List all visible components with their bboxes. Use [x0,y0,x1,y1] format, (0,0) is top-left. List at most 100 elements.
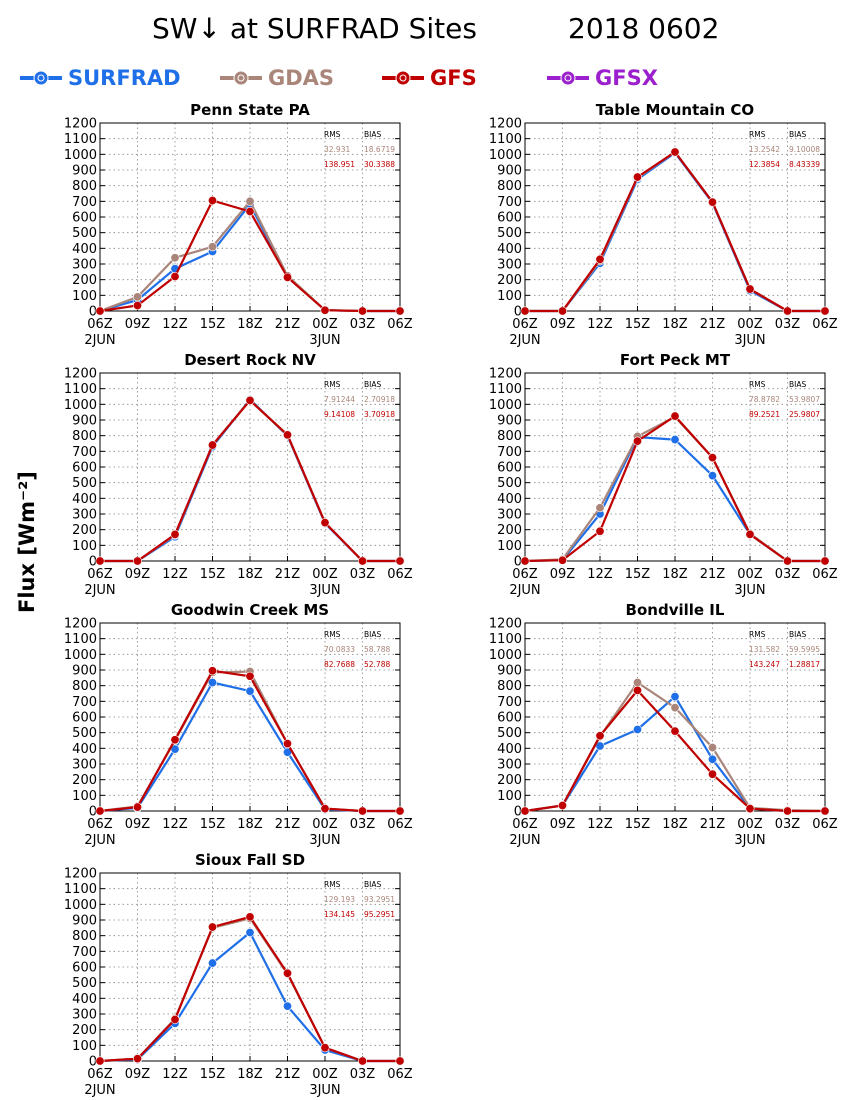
y-tick-label: 200 [72,273,97,288]
y-tick-label: 700 [497,445,522,460]
chart-title: Penn State PA [190,101,310,119]
y-tick-label: 400 [72,242,97,257]
data-point-gfs [282,430,292,440]
x-tick-label: 21Z [275,317,301,332]
data-point-gfs [820,306,830,316]
data-point-gfs [745,529,755,539]
x-tick-label: 09Z [125,817,151,832]
data-point-gfs [395,306,405,316]
y-tick-label: 400 [497,742,522,757]
data-point-gfs [282,968,292,978]
y-tick-label: 0 [514,555,522,570]
y-tick-label: 500 [497,476,522,491]
data-point-gfs [170,735,180,745]
x-tick-label: 12Z [162,317,188,332]
chart-title: Sioux Fall SD [195,851,305,869]
y-tick-label: 300 [72,1008,97,1023]
y-tick-label: 800 [497,179,522,194]
data-point-gfs [282,272,292,282]
x-tick-label: 09Z [125,567,151,582]
y-tick-label: 1200 [489,367,522,382]
x-tick-label: 06Z [512,317,538,332]
stats-gdas-rms: 13.2542 [749,145,780,154]
x-tick-label: 21Z [700,817,726,832]
stats-header-bias: BIAS [789,130,806,139]
data-point-gfs [395,806,405,816]
y-tick-label: 700 [72,945,97,960]
y-tick-label: 300 [497,758,522,773]
data-point-gfs [745,284,755,294]
stats-gdas-bias: 18.6719 [364,145,395,154]
data-point-gfs [595,254,605,264]
x-tick-label: 00Z [737,317,763,332]
legend-marker-icon [20,70,62,86]
data-point-gfs [595,526,605,536]
x-tick-label: 12Z [587,817,613,832]
data-point-surfrad [707,754,717,764]
y-tick-label: 700 [497,695,522,710]
y-tick-label: 400 [72,492,97,507]
y-tick-label: 1000 [489,148,522,163]
stats-gfs-rms: 89.2521 [749,410,780,419]
data-point-gfs [95,1056,105,1066]
y-tick-label: 0 [89,555,97,570]
chart-panel: Penn State PA 010020030040050060070080090… [64,101,413,348]
y-tick-label: 1000 [64,398,97,413]
x-tick-label: 00Z [312,1067,338,1082]
y-tick-label: 600 [497,211,522,226]
y-tick-label: 300 [497,508,522,523]
stats-header-rms: RMS [749,130,766,139]
y-tick-label: 1200 [489,617,522,632]
y-tick-label: 900 [72,164,97,179]
stats-header-rms: RMS [749,630,766,639]
stats-header-bias: BIAS [364,380,381,389]
stats-gdas-rms: 78.8782 [749,395,780,404]
stats-gdas-bias: 58.788 [364,645,390,654]
data-point-gdas [670,703,680,713]
y-tick-label: 700 [497,195,522,210]
data-point-gfs [520,306,530,316]
y-tick-label: 200 [497,273,522,288]
x-tick-label: 09Z [550,817,576,832]
data-point-gfs [320,518,330,528]
x-tick-label: 09Z [125,317,151,332]
y-tick-label: 300 [497,258,522,273]
data-point-surfrad [208,678,218,688]
data-point-gdas [632,678,642,688]
y-tick-label: 0 [89,1055,97,1070]
y-tick-label: 200 [497,523,522,538]
x-tick-label: 21Z [275,567,301,582]
y-tick-label: 300 [72,758,97,773]
legend-label: GDAS [268,66,335,90]
data-point-gfs [357,556,367,566]
x-tick-label: 18Z [662,317,688,332]
x-tick-label: 18Z [237,567,263,582]
data-point-surfrad [632,725,642,735]
data-point-gfs [245,395,255,405]
x-tick-label: 18Z [237,817,263,832]
x-tick-label: 03Z [775,567,801,582]
legend-label: SURFRAD [68,66,181,90]
x-tick-label: 12Z [587,567,613,582]
data-point-gfs [357,806,367,816]
stats-gfs-bias: 25.9807 [789,410,820,419]
data-point-gfs [632,685,642,695]
y-tick-label: 900 [72,914,97,929]
stats-gdas-rms: 7.91244 [324,395,355,404]
data-point-surfrad [245,928,255,938]
x-tick-label: 18Z [237,317,263,332]
y-tick-label: 800 [72,429,97,444]
data-point-gfs [820,806,830,816]
legend-marker-icon [547,70,589,86]
x-tick-label: 15Z [200,817,226,832]
data-point-gfs [245,912,255,922]
stats-header-rms: RMS [324,130,341,139]
data-point-gfs [782,556,792,566]
data-point-gfs [395,1056,405,1066]
data-point-gfs [670,726,680,736]
y-tick-label: 0 [89,305,97,320]
x-tick-label: 18Z [237,1067,263,1082]
stats-gfs-rms: 12.3854 [749,160,780,169]
chart-panel: Goodwin Creek MS 010020030040050060070080… [64,601,413,848]
